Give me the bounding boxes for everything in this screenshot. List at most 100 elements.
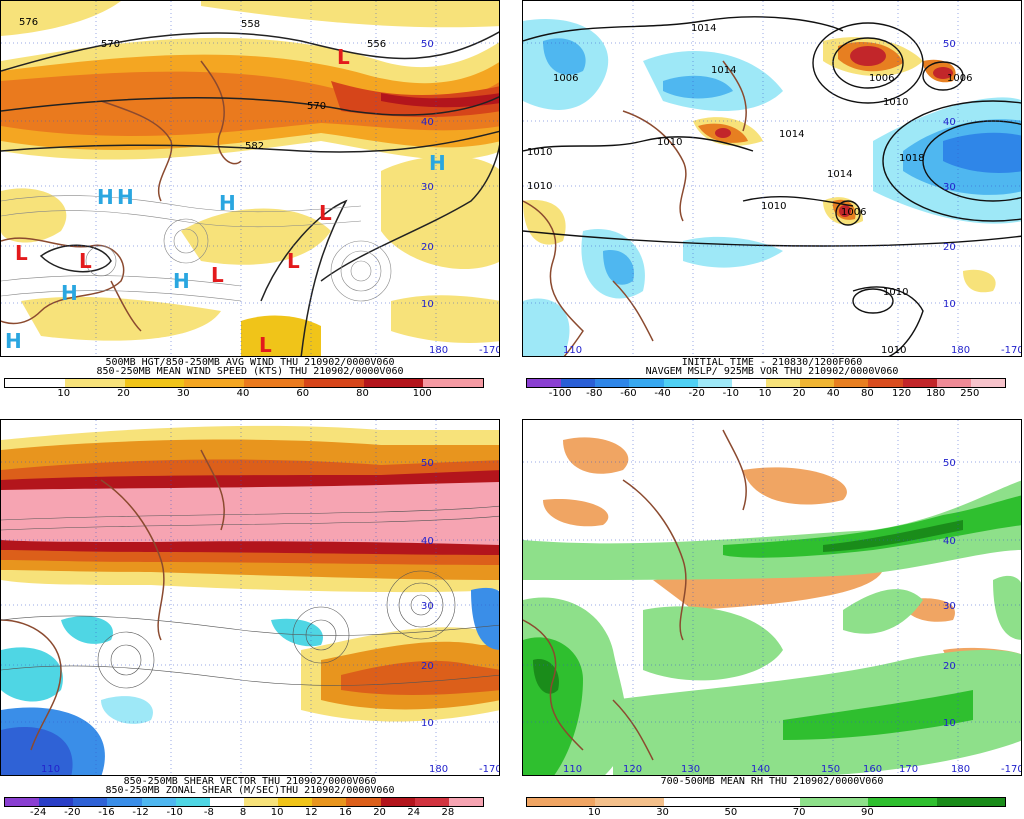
panel-wind-500mb: 50 40 30 20 10 180 -170 576 570 558 556 … [0,0,500,400]
lat-label: 10 [421,718,434,729]
isobar-label: 1006 [553,73,579,84]
lat-label: 30 [943,601,956,612]
color-bar-tick-label: 80 [356,388,369,399]
color-bar [526,378,1006,388]
lon-label: 160 [863,764,883,775]
color-bar-tick-label: -16 [98,807,115,818]
color-bar-tick-label: 100 [412,388,432,399]
lon-label: 150 [821,764,841,775]
wind-speed-map: 50 40 30 20 10 180 -170 576 570 558 556 … [0,0,500,357]
color-bar-swatch [936,798,1005,806]
color-bar-swatch [561,379,596,387]
lat-label: 40 [421,117,434,128]
low-pressure-symbol: L [319,201,332,225]
color-bar-tick-label: -40 [654,388,671,399]
color-bar-tick-label: -20 [688,388,705,399]
high-pressure-symbol: H [429,151,446,175]
lat-label: 10 [421,299,434,310]
high-pressure-symbol: H [117,185,134,209]
isobar-label: 1014 [691,23,717,34]
color-bar-swatch [312,798,347,806]
color-bar-swatch [278,798,313,806]
isobar-label: 1010 [883,97,909,108]
color-bar-tick-label: 28 [441,807,455,818]
color-bar-swatch [448,798,483,806]
color-bar-swatch [73,798,108,806]
color-bar-tick-label: 40 [826,388,840,399]
lat-label: 40 [943,117,956,128]
color-bar-swatch [363,379,424,387]
lat-label: 20 [421,661,434,672]
color-bar-swatch [663,379,698,387]
color-bar-tick-label: -100 [548,388,572,399]
color-bar-tick-label: 90 [861,807,874,818]
lat-label: 20 [943,661,956,672]
color-bar-tick-label: 50 [724,807,738,818]
color-bar [4,797,484,807]
lon-label: 120 [623,764,643,775]
mslp-vorticity-map-svg [523,1,1021,356]
lon-label: 140 [751,764,771,775]
isobar-label: 1018 [899,153,925,164]
color-bar-tick-label: 10 [587,807,601,818]
color-bar-tick-label: -10 [166,807,183,818]
low-pressure-symbol: L [259,333,272,357]
lat-label: 30 [421,601,434,612]
panel-mslp-vorticity: 50 40 30 20 10 110 180 -170 1014 1006 10… [522,0,1022,400]
color-bar-swatch [141,798,176,806]
color-bar-swatch [64,379,125,387]
color-bar-tick-label: 20 [792,388,806,399]
lon-label: -170 [479,345,500,356]
color-bar-swatch [970,379,1005,387]
color-bar-tick-label: 10 [57,388,71,399]
low-pressure-symbol: L [211,263,224,287]
isobar-label: 1014 [711,65,737,76]
panel-subtitle: NAVGEM MSLP/ 925MB VOR THU 210902/0000V0… [645,366,899,377]
rh-map-svg [523,420,1021,775]
color-bar-swatch [868,379,903,387]
lon-label: 110 [41,764,61,775]
color-bar-swatch [380,798,415,806]
color-bar-swatch [595,798,664,806]
isobar-label: 1010 [657,137,683,148]
color-bar-swatch [629,379,664,387]
color-bar-swatch [244,379,304,387]
panel-subtitle: 850-250MB MEAN WIND SPEED (KTS) THU 2109… [96,366,404,377]
isobar-label: 1006 [947,73,973,84]
lat-label: 40 [943,536,956,547]
color-bar-swatch [663,798,732,806]
color-bar-swatch [834,379,869,387]
lon-label: 170 [899,764,919,775]
color-bar-swatch [175,798,210,806]
color-bar-swatch [414,798,449,806]
lat-label: 50 [943,39,956,50]
color-bar [4,378,484,388]
color-bar-tick-label: 120 [892,388,912,399]
color-bar-swatch [731,798,801,806]
panel-shear: 50 40 30 20 10 110 180 -170 850-250MB SH… [0,419,500,819]
low-pressure-symbol: L [287,249,300,273]
color-bar-swatch [5,798,40,806]
color-bar-swatch [243,798,279,806]
color-bar-swatch [346,798,381,806]
isobar-label: 1006 [869,73,895,84]
color-bar-tick-label: 40 [236,388,250,399]
color-bar-tick-label: 24 [407,807,421,818]
color-bar-tick-label: 10 [270,807,284,818]
lat-label: 50 [421,458,434,469]
high-pressure-symbol: H [5,329,22,353]
lon-label: -170 [1001,345,1022,356]
color-bar-swatch [209,798,244,806]
lon-label: 180 [951,764,971,775]
lon-label: -170 [479,764,500,775]
color-bar-tick-label: -12 [132,807,149,818]
color-bar-ticks: 10 20 30 40 60 80 100 [4,388,482,400]
contour-label: 576 [19,17,39,28]
panel-title: INITIAL TIME - 210830/1200F060 [681,357,863,368]
color-bar-swatch [868,798,937,806]
color-bar-swatch [527,379,562,387]
rh-map: 50 40 30 20 10 110 120 130 140 150 160 1… [522,419,1022,776]
isobar-label: 1010 [761,201,787,212]
panel-relative-humidity: 50 40 30 20 10 110 120 130 140 150 160 1… [522,419,1022,819]
color-bar-swatch [800,379,835,387]
